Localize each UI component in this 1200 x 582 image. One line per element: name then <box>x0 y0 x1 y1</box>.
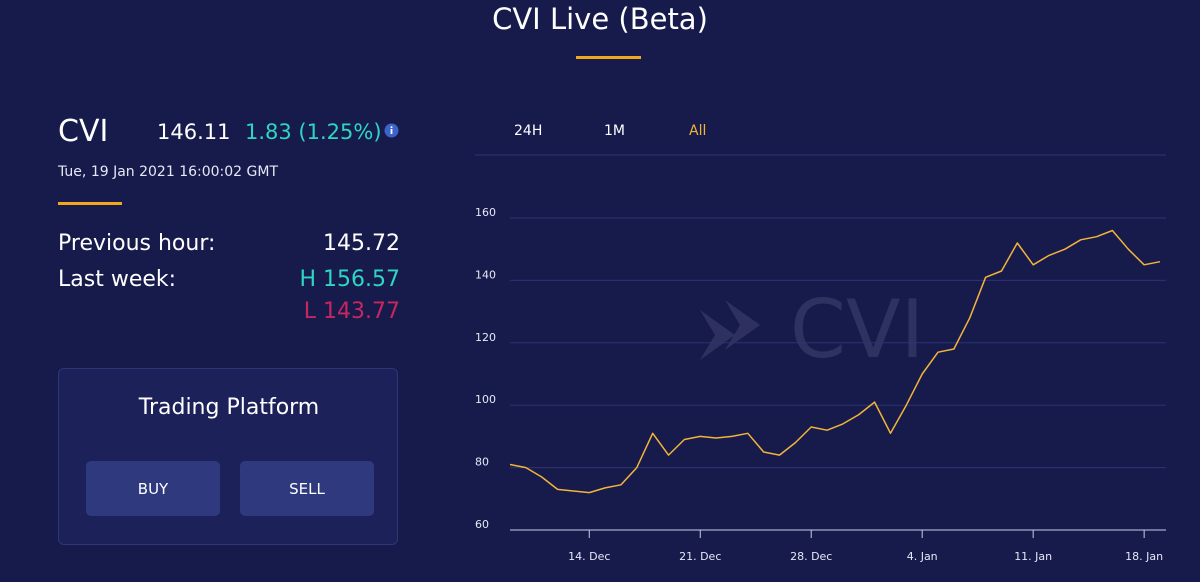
x-tick-label: 18. Jan <box>1125 550 1163 563</box>
sell-button[interactable]: SELL <box>240 461 374 516</box>
timestamp: Tue, 19 Jan 2021 16:00:02 GMT <box>58 164 278 180</box>
panel-title: Trading Platform <box>138 395 320 420</box>
chart: CVI 60 80 100 120 140 160 14. Dec 21. Dec 28. De… <box>475 154 1166 563</box>
trading-panel: Trading Platform BUY SELL <box>58 368 398 545</box>
tab[interactable]: 1M <box>604 123 625 139</box>
change: 1.83 (1.25%) <box>245 120 382 144</box>
watermark: CVI <box>700 283 924 376</box>
week-high: H 156.57 <box>299 267 400 292</box>
cvi-line <box>509 229 1161 494</box>
x-tick-label: 11. Jan <box>1014 550 1052 563</box>
tab-active[interactable]: All <box>689 123 707 139</box>
y-tick-label: 120 <box>475 331 496 344</box>
x-tick-label: 21. Dec <box>679 550 721 563</box>
current-value: 146.11 <box>157 120 231 144</box>
symbol: CVI <box>58 114 109 149</box>
previous-hour-label: Previous hour: <box>58 231 216 256</box>
page-title: CVI Live (Beta) <box>492 2 708 36</box>
buy-button[interactable]: BUY <box>86 461 220 516</box>
previous-hour-value: 145.72 <box>323 231 400 256</box>
x-tick-label: 4. Jan <box>907 550 938 563</box>
y-tick-label: 60 <box>475 518 489 531</box>
x-tick-label: 14. Dec <box>568 550 610 563</box>
tab[interactable]: 24H <box>514 123 543 139</box>
week-low: L 143.77 <box>303 299 400 324</box>
last-week-label: Last week: <box>58 267 177 292</box>
divider <box>58 202 122 205</box>
watermark-text: CVI <box>790 283 924 376</box>
title-underline <box>576 56 641 59</box>
y-tick-label: 80 <box>475 456 489 469</box>
x-tick-label: 28. Dec <box>790 550 832 563</box>
info-icon[interactable] <box>384 123 399 138</box>
y-tick-label: 160 <box>475 206 496 219</box>
y-tick-label: 100 <box>475 393 496 406</box>
y-tick-label: 140 <box>475 268 496 281</box>
